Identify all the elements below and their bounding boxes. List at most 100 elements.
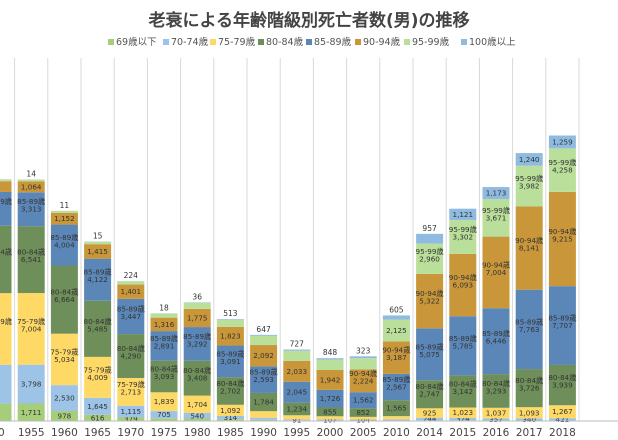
bar-segment (283, 350, 311, 361)
bar-segment (316, 416, 344, 420)
bar-segment (283, 419, 311, 421)
data-label: 957 (422, 224, 437, 233)
bar-segment (0, 191, 12, 226)
data-label: 2,747 (419, 390, 440, 399)
bar-segment (283, 402, 311, 416)
legend-swatch (210, 39, 216, 45)
data-label: 324 (456, 415, 470, 424)
bar-segment (316, 358, 344, 360)
legend-swatch (306, 39, 312, 45)
bar-segment (416, 380, 444, 409)
data-label: 1,645 (87, 402, 108, 411)
data-label: 1,784 (253, 398, 274, 407)
x-tick-label: 2017 (516, 427, 543, 439)
data-label: 18 (159, 303, 169, 312)
bar-segment (416, 233, 444, 244)
data-label: 14 (26, 169, 36, 178)
data-label: 1,023 (453, 408, 474, 417)
bar-segment (349, 419, 377, 421)
bar-segment (449, 220, 477, 254)
segment-series-name: 85-89歳 (449, 334, 477, 343)
bar-segment (250, 334, 278, 336)
data-label: 1,942 (320, 375, 341, 384)
legend-label: 100歳以上 (469, 36, 516, 48)
bar-segment (382, 419, 410, 421)
legend-swatch (163, 39, 169, 45)
bar-segment (50, 224, 78, 266)
segment-series-name: 90-94歳 (349, 369, 377, 378)
x-tick-label: 2010 (383, 427, 410, 439)
bar-segment (117, 281, 145, 285)
data-label: 91 (292, 415, 301, 424)
bar-segment (0, 293, 12, 365)
data-label: 6,664 (54, 295, 75, 304)
bar-segment (250, 411, 278, 418)
bar-segment (548, 405, 576, 419)
data-label: 6,541 (21, 255, 42, 264)
segment-series-name: 95-99歳 (515, 174, 543, 183)
segment-series-name: 90-94歳 (515, 236, 543, 245)
segment-series-name: 90-94歳 (482, 260, 510, 269)
bar-segment (250, 366, 278, 393)
legend-swatch (404, 39, 410, 45)
data-label: 3,302 (453, 233, 474, 242)
segment-series-name: 80-84歳 (548, 373, 576, 382)
x-axis: 50 1955 1960 1965 1970 1975 1980 1985 1990 1995 20… (0, 420, 618, 439)
bar-segment (482, 374, 510, 408)
data-label: 4,122 (87, 275, 108, 284)
bar-segment (548, 148, 576, 192)
bar-segment (349, 392, 377, 409)
bar-segment (349, 356, 377, 359)
segment-series-name: 85-89歳 (84, 268, 112, 277)
bar-segment (515, 289, 543, 370)
segment-series-name: 85-89歳 (0, 197, 12, 206)
data-label: 3,292 (187, 339, 208, 348)
segment-series-name: 90-94歳 (548, 227, 576, 236)
bar-segment (416, 417, 444, 421)
bar-segment (150, 360, 178, 393)
data-label: 6,093 (453, 281, 474, 290)
bar-segment (150, 418, 178, 421)
x-tick-label: 2000 (317, 427, 344, 439)
segment-series-name: 80-84歳 (150, 364, 178, 373)
bar-segment (50, 265, 78, 334)
data-label: 3,187 (386, 353, 407, 362)
data-label: 1,092 (220, 406, 241, 415)
bar-segment (50, 210, 78, 213)
legend-swatch (355, 39, 361, 45)
data-label: 7,763 (519, 325, 540, 334)
legend-label: 90-94歳 (363, 36, 401, 48)
segment-series-name: 75-79歳 (0, 317, 12, 326)
data-label: 3,408 (187, 374, 208, 383)
chart-title: 老衰による年齢階級別死亡者数(男)の推移 (147, 10, 469, 31)
bar-segment (416, 273, 444, 329)
data-label: 1,401 (121, 287, 142, 296)
data-label: 107 (323, 415, 337, 424)
x-tick-label: 50 (0, 427, 5, 439)
legend-label: 85-89歳 (314, 36, 352, 48)
bar-segment (316, 370, 344, 390)
bar-segment (17, 192, 45, 227)
data-label: 340 (522, 415, 536, 424)
bar-segment (216, 415, 244, 420)
data-label: 1,115 (121, 407, 142, 416)
segment-series-name: 75-79歳 (84, 365, 112, 374)
segment-series-name: 85-89歳 (250, 368, 278, 377)
bar-segment (250, 392, 278, 412)
data-label: 3,093 (154, 372, 175, 381)
segment-series-name: 75-79歳 (17, 317, 45, 326)
data-label: 323 (356, 346, 371, 355)
x-tick-label: 1995 (283, 427, 310, 439)
segment-series-name: 85-89歳 (117, 304, 145, 313)
bar-segment (183, 360, 211, 396)
data-label: 3,939 (552, 381, 573, 390)
bar-segment (515, 206, 543, 290)
data-label: 379 (124, 415, 138, 424)
segment-series-name: 85-89歳 (150, 334, 178, 343)
bar-segment (349, 358, 377, 370)
bar-segment (449, 375, 477, 408)
bar-segment (17, 179, 45, 182)
bar-segment (382, 400, 410, 417)
data-label: 2,045 (287, 388, 308, 397)
